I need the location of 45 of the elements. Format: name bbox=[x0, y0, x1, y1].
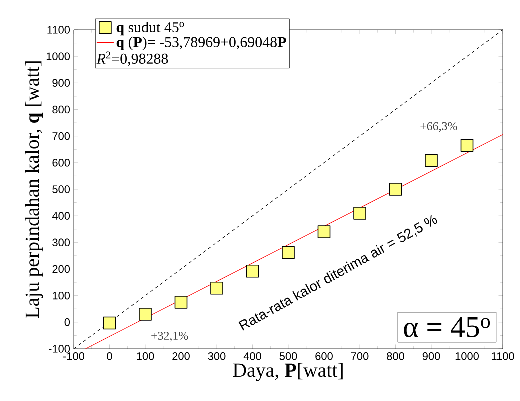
x-tick-label: 900 bbox=[422, 352, 440, 360]
annotation: α = 45$^{o}$ bbox=[404, 317, 490, 338]
x-tick-label: 500 bbox=[280, 352, 298, 360]
annotation: +66,3% bbox=[420, 122, 458, 132]
y-tick-label: 400 bbox=[52, 212, 70, 220]
y-tick-label: 300 bbox=[52, 238, 70, 247]
x-tick-label: 100 bbox=[137, 352, 154, 360]
point bbox=[282, 246, 295, 260]
y-tick-label: 0 bbox=[64, 318, 70, 326]
y-tick-label: -100 bbox=[49, 345, 70, 353]
y-tick-label: 200 bbox=[52, 265, 70, 274]
point bbox=[174, 296, 188, 309]
x-tick-label: 0 bbox=[107, 352, 112, 360]
point bbox=[246, 264, 260, 278]
x-tick-label: -100 bbox=[64, 352, 85, 360]
x-tick-label: 700 bbox=[351, 352, 369, 360]
x-tick-label: 200 bbox=[172, 352, 190, 360]
x-tick-label: 1100 bbox=[492, 352, 514, 360]
point bbox=[425, 154, 438, 168]
y-tick-label: 1100 bbox=[48, 26, 70, 34]
y-tick-label: 900 bbox=[52, 79, 70, 88]
point bbox=[318, 226, 331, 238]
annotation: R$^{2}$=0,98288 bbox=[96, 52, 168, 66]
point bbox=[460, 139, 474, 152]
point bbox=[103, 316, 116, 330]
x-axis-title: Daya, P[watt] bbox=[233, 363, 343, 382]
y-tick-label: 100 bbox=[53, 292, 70, 300]
legend-label: q (P)= -53,78969+0,69048P bbox=[116, 36, 286, 50]
y-tick-label: 800 bbox=[52, 106, 70, 114]
x-tick-label: 1000 bbox=[456, 352, 479, 360]
x-tick-label: 800 bbox=[387, 352, 404, 360]
point bbox=[354, 207, 366, 220]
point bbox=[139, 308, 152, 321]
legend-label: q sudut 45$^{o}$ bbox=[116, 22, 184, 36]
point bbox=[389, 183, 402, 196]
y-tick-label: 1000 bbox=[46, 52, 70, 60]
x-tick-label: 600 bbox=[316, 352, 333, 360]
annotation: +32,1% bbox=[152, 332, 188, 342]
x-tick-label: 300 bbox=[208, 352, 226, 360]
point bbox=[210, 282, 224, 295]
y-tick-label: 600 bbox=[52, 159, 70, 167]
y-tick-label: 700 bbox=[52, 132, 70, 140]
x-tick-label: 400 bbox=[244, 352, 262, 360]
y-axis-title: Laju perpindahan kalor, q [watt] bbox=[25, 62, 44, 318]
y-tick-label: 500 bbox=[52, 186, 70, 194]
